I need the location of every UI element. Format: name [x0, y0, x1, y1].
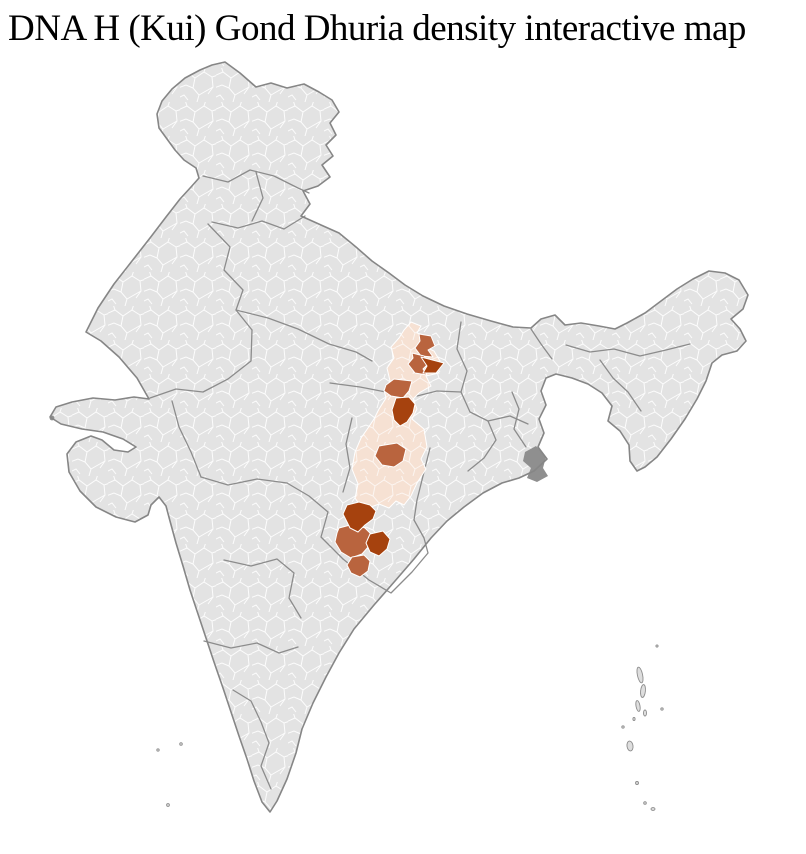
district-medium-1[interactable]	[414, 333, 436, 358]
island[interactable]	[632, 716, 636, 722]
district-medium-3[interactable]	[383, 378, 413, 399]
island[interactable]	[640, 684, 646, 698]
district-high-4[interactable]	[365, 530, 391, 557]
district-medium-6[interactable]	[346, 554, 371, 578]
district-medium-4[interactable]	[374, 442, 407, 468]
district-high-1[interactable]	[420, 356, 445, 374]
island[interactable]	[635, 781, 639, 785]
island[interactable]	[621, 725, 625, 729]
andaman-nicobar-islands[interactable]	[621, 644, 664, 811]
island[interactable]	[626, 740, 634, 752]
island[interactable]	[650, 807, 656, 811]
island[interactable]	[636, 666, 644, 684]
island[interactable]	[179, 742, 183, 746]
island[interactable]	[156, 748, 160, 752]
state-borders	[149, 169, 691, 790]
district-high-3[interactable]	[342, 501, 377, 533]
island[interactable]	[655, 644, 659, 648]
lakshadweep-islands[interactable]	[156, 742, 183, 807]
page-title: DNA H (Kui) Gond Dhuria density interact…	[8, 8, 746, 49]
sundarbans-delta-patch	[523, 446, 548, 482]
island[interactable]	[643, 801, 647, 805]
district-high-2[interactable]	[391, 396, 416, 427]
districts-high-density	[342, 356, 445, 557]
island[interactable]	[166, 803, 170, 807]
island[interactable]	[643, 709, 647, 717]
island[interactable]	[635, 700, 641, 712]
island[interactable]	[660, 707, 664, 711]
